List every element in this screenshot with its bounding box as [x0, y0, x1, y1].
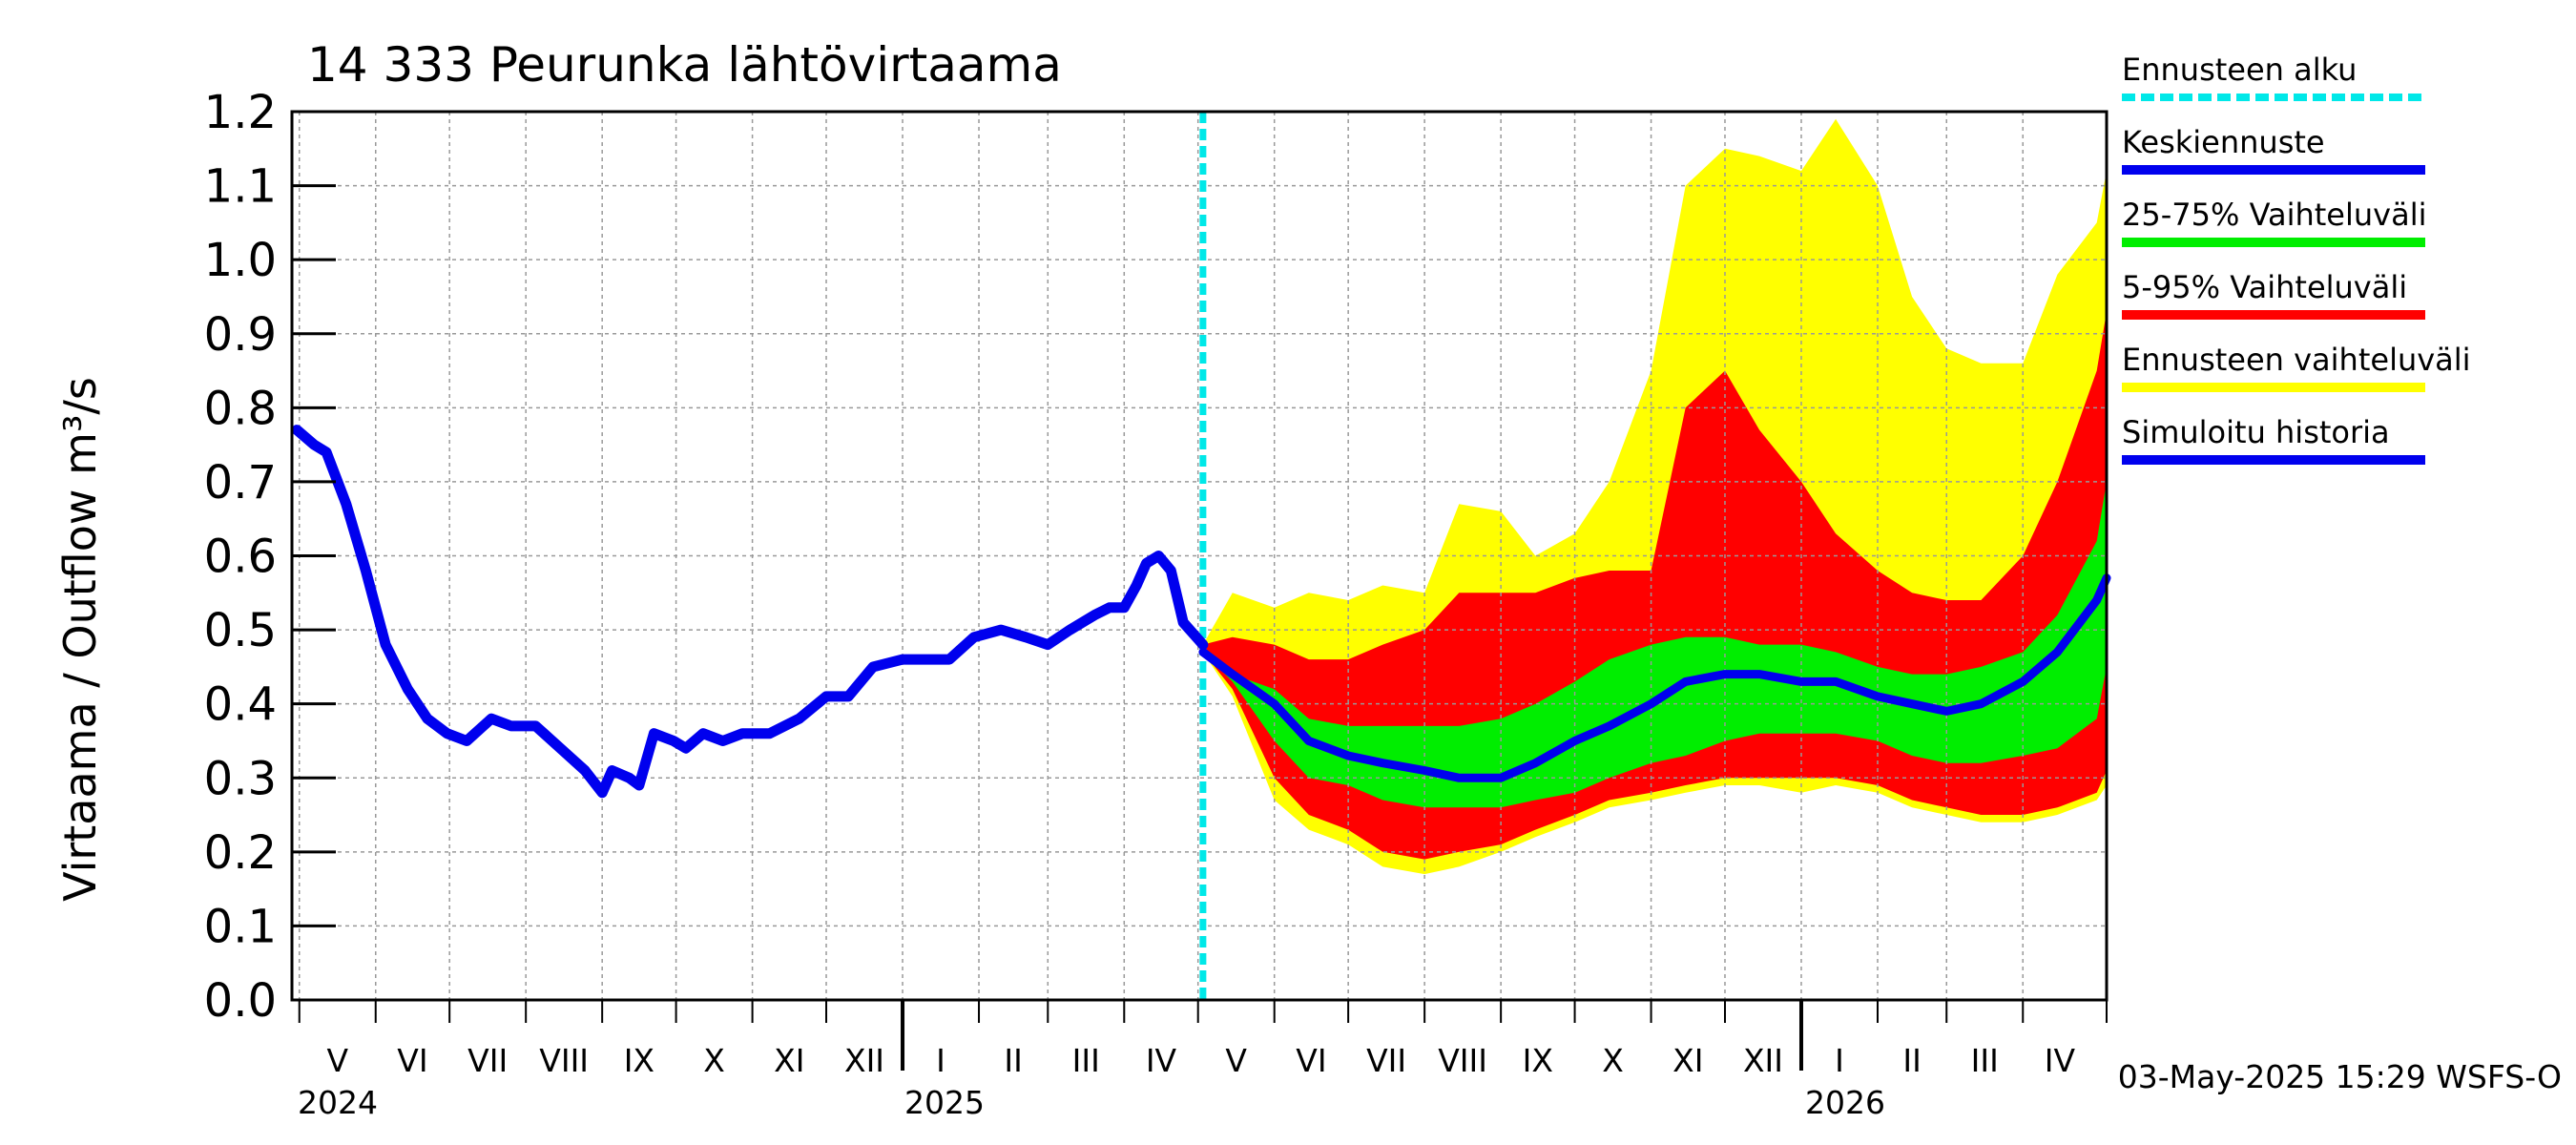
month-label: XI	[1672, 1042, 1703, 1079]
month-label: II	[1004, 1042, 1022, 1079]
month-label: IX	[624, 1042, 654, 1079]
median-forecast-line	[1198, 573, 2111, 782]
chart-title: 14 333 Peurunka lähtövirtaama	[307, 37, 1062, 93]
legend-label: 25-75% Vaihteluväli	[2122, 197, 2426, 233]
grid	[292, 112, 2107, 1000]
month-label: VII	[467, 1042, 508, 1079]
month-label: I	[1835, 1042, 1844, 1079]
band-25-75	[1202, 481, 2107, 808]
y-tick-label: 1.2	[204, 86, 277, 139]
y-tick-label: 0.2	[204, 826, 277, 880]
year-label: 2025	[904, 1084, 985, 1121]
month-label: X	[703, 1042, 725, 1079]
y-tick-label: 0.6	[204, 531, 277, 584]
month-label: III	[1971, 1042, 1999, 1079]
month-label: VIII	[1438, 1042, 1487, 1079]
y-tick-label: 0.8	[204, 382, 277, 435]
y-tick-label: 0.4	[204, 678, 277, 732]
legend-label: 5-95% Vaihteluväli	[2122, 269, 2407, 305]
y-tick-label: 0.0	[204, 974, 277, 1028]
month-label: II	[1902, 1042, 1921, 1079]
month-label: VIII	[539, 1042, 589, 1079]
y-tick-label: 1.0	[204, 234, 277, 287]
year-label: 2024	[298, 1084, 378, 1121]
y-tick-label: 0.1	[204, 900, 277, 953]
legend-label: Ennusteen vaihteluväli	[2122, 342, 2471, 378]
month-label: IX	[1523, 1042, 1553, 1079]
month-label: V	[1225, 1042, 1247, 1079]
series-lines	[291, 425, 2111, 799]
history-line	[291, 425, 1209, 799]
legend-label: Ennusteen alku	[2122, 52, 2357, 88]
month-label: VII	[1366, 1042, 1406, 1079]
x-axis: V VI VII VIII IX X XI XII I II III IV V VI VII VIII IX X X…	[298, 1000, 2108, 1121]
legend-label: Simuloitu historia	[2122, 414, 2390, 450]
timestamp-footer: 03-May-2025 15:29 WSFS-O	[2118, 1058, 2562, 1095]
month-label: IV	[1146, 1042, 1177, 1079]
month-label: XII	[844, 1042, 884, 1079]
month-label: VI	[1296, 1042, 1326, 1079]
y-tick-label: 0.3	[204, 752, 277, 805]
month-label: VI	[397, 1042, 427, 1079]
y-axis-label: Virtaama / Outflow m³/s	[54, 377, 106, 902]
month-label: IV	[2045, 1042, 2076, 1079]
legend: Ennusteen alku Keskiennuste 25-75% Vaihtel…	[2122, 52, 2471, 465]
y-tick-label: 1.1	[204, 160, 277, 214]
month-label: XI	[774, 1042, 804, 1079]
month-label: X	[1602, 1042, 1624, 1079]
month-label: XII	[1743, 1042, 1783, 1079]
y-tick-label: 0.9	[204, 308, 277, 362]
month-label: I	[936, 1042, 945, 1079]
legend-label: Keskiennuste	[2122, 124, 2325, 160]
forecast-bands	[1202, 118, 2107, 875]
y-axis: 0.0 0.1 0.2 0.3 0.4 0.5 0.6 0.7 0.8 0.9 1.0 1.1 1.2	[204, 86, 336, 1028]
y-tick-label: 0.5	[204, 604, 277, 657]
year-label: 2026	[1805, 1084, 1885, 1121]
month-label: V	[326, 1042, 348, 1079]
month-label: III	[1072, 1042, 1100, 1079]
y-tick-label: 0.7	[204, 456, 277, 510]
